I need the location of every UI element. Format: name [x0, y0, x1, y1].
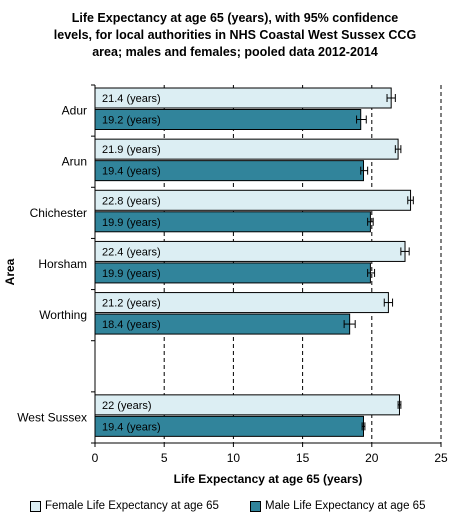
legend-swatch-female	[30, 500, 41, 512]
category-label: Adur	[62, 104, 87, 118]
data-label: 19.9 (years)	[102, 217, 161, 229]
x-tick-label: 15	[296, 451, 310, 465]
data-label: 22.4 (years)	[102, 246, 161, 258]
data-label: 21.9 (years)	[102, 144, 161, 156]
category-label: West Sussex	[17, 410, 87, 424]
data-label: 21.4 (years)	[102, 93, 161, 105]
x-tick-label: 10	[227, 451, 241, 465]
x-tick-label: 25	[434, 451, 448, 465]
legend-item-female: Female Life Expectancy at age 65	[30, 500, 219, 512]
data-label: 19.4 (years)	[102, 166, 161, 178]
x-tick-label: 20	[365, 451, 379, 465]
chart-title-line: area; males and females; pooled data 201…	[92, 45, 378, 59]
data-label: 21.2 (years)	[102, 298, 161, 310]
legend-label-female: Female Life Expectancy at age 65	[45, 500, 219, 512]
data-label: 22.8 (years)	[102, 195, 161, 207]
chart-title: Life Expectancy at age 65 (years), with …	[20, 10, 450, 61]
x-axis-title: Life Expectancy at age 65 (years)	[174, 472, 363, 486]
x-tick-label: 0	[92, 451, 99, 465]
chart-title-line: levels, for local authorities in NHS Coa…	[53, 28, 417, 42]
data-label: 19.4 (years)	[102, 421, 161, 433]
category-label: Worthing	[39, 308, 87, 322]
chart-title-line: Life Expectancy at age 65 (years), with …	[71, 11, 399, 25]
data-label: 19.9 (years)	[102, 268, 161, 280]
x-tick-label: 5	[161, 451, 168, 465]
category-label: Horsham	[38, 257, 87, 271]
legend: Female Life Expectancy at age 65 Male Li…	[10, 500, 460, 518]
category-label: Chichester	[30, 206, 87, 220]
legend-item-male: Male Life Expectancy at age 65	[250, 500, 425, 512]
data-label: 22 (years)	[102, 400, 152, 412]
data-label: 18.4 (years)	[102, 319, 161, 331]
data-label: 19.2 (years)	[102, 115, 161, 127]
legend-swatch-male	[250, 500, 261, 512]
category-label: Arun	[62, 155, 87, 169]
legend-label-male: Male Life Expectancy at age 65	[265, 500, 426, 512]
y-axis-title: Area	[3, 258, 17, 285]
